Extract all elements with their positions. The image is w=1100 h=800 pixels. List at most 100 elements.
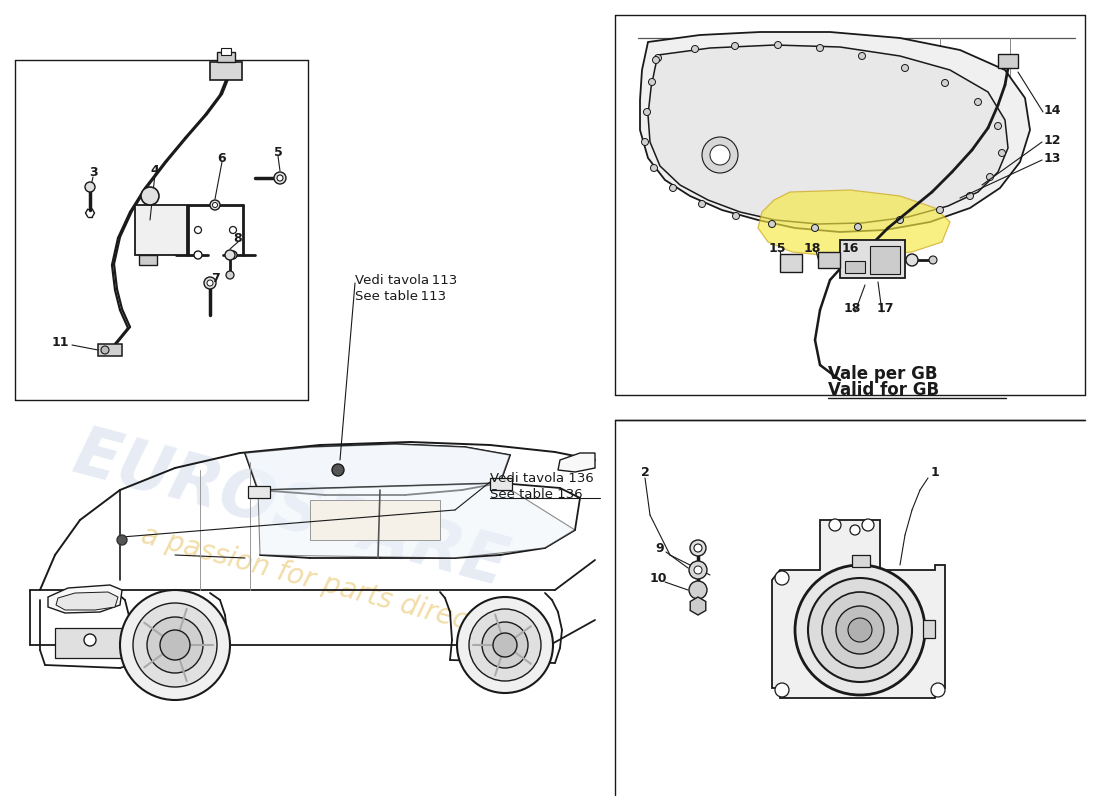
Circle shape <box>133 603 217 687</box>
Text: a passion for parts direct: a passion for parts direct <box>139 522 482 638</box>
Circle shape <box>808 578 912 682</box>
Circle shape <box>774 42 781 49</box>
Bar <box>55 628 140 658</box>
Circle shape <box>769 221 776 227</box>
Circle shape <box>482 622 528 668</box>
Circle shape <box>710 145 730 165</box>
Text: 5: 5 <box>274 146 283 158</box>
Circle shape <box>670 185 676 191</box>
Circle shape <box>987 174 993 181</box>
Circle shape <box>836 606 884 654</box>
Polygon shape <box>558 453 595 472</box>
Circle shape <box>702 137 738 173</box>
Polygon shape <box>258 483 575 558</box>
Circle shape <box>855 223 861 230</box>
Circle shape <box>930 256 937 264</box>
Circle shape <box>812 225 818 231</box>
Text: EUROSPARE: EUROSPARE <box>66 420 514 600</box>
Circle shape <box>493 633 517 657</box>
Circle shape <box>226 250 235 260</box>
Circle shape <box>994 122 1001 130</box>
Circle shape <box>194 251 202 259</box>
Circle shape <box>141 187 160 205</box>
Text: 11: 11 <box>52 335 68 349</box>
Bar <box>310 500 440 540</box>
Circle shape <box>230 226 236 234</box>
Text: 18: 18 <box>803 242 821 254</box>
Bar <box>98 344 122 356</box>
Text: 13: 13 <box>1043 151 1060 165</box>
Circle shape <box>694 544 702 552</box>
Text: 16: 16 <box>842 242 859 254</box>
Text: Valid for GB: Valid for GB <box>828 381 939 399</box>
Bar <box>210 62 242 80</box>
Circle shape <box>101 346 109 354</box>
Bar <box>248 486 270 498</box>
Circle shape <box>942 79 948 86</box>
Bar <box>923 620 935 638</box>
Circle shape <box>776 683 789 697</box>
Text: See table 136: See table 136 <box>490 487 583 501</box>
Bar <box>818 252 840 268</box>
Circle shape <box>274 172 286 184</box>
Bar <box>840 240 905 278</box>
Circle shape <box>906 254 918 266</box>
Bar <box>135 205 187 255</box>
Circle shape <box>229 251 236 259</box>
Circle shape <box>975 98 981 106</box>
Circle shape <box>654 54 661 62</box>
Circle shape <box>644 109 650 115</box>
Text: 3: 3 <box>89 166 97 179</box>
Circle shape <box>689 581 707 599</box>
Circle shape <box>652 57 660 63</box>
Bar <box>780 254 802 272</box>
Bar <box>845 261 865 273</box>
Circle shape <box>641 138 649 146</box>
Bar <box>139 255 157 265</box>
Circle shape <box>147 617 204 673</box>
Circle shape <box>795 565 925 695</box>
Circle shape <box>936 206 944 214</box>
Circle shape <box>332 464 344 476</box>
Bar <box>852 555 870 567</box>
Text: Vale per GB: Vale per GB <box>828 365 937 383</box>
Polygon shape <box>245 444 510 490</box>
Bar <box>217 52 235 62</box>
Circle shape <box>733 213 739 219</box>
Polygon shape <box>690 597 706 615</box>
Circle shape <box>902 65 909 71</box>
Circle shape <box>732 42 738 50</box>
Text: 12: 12 <box>1043 134 1060 146</box>
Circle shape <box>226 271 234 279</box>
Text: Vedi tavola 136: Vedi tavola 136 <box>490 471 594 485</box>
Circle shape <box>829 519 842 531</box>
Text: 18: 18 <box>844 302 860 314</box>
Text: Vedi tavola 113: Vedi tavola 113 <box>355 274 458 286</box>
Circle shape <box>117 535 126 545</box>
Bar <box>870 246 900 274</box>
Circle shape <box>858 53 866 59</box>
Polygon shape <box>648 45 1008 224</box>
Circle shape <box>212 202 218 207</box>
Polygon shape <box>772 520 945 698</box>
Polygon shape <box>48 585 122 613</box>
Circle shape <box>999 150 1005 157</box>
Circle shape <box>456 597 553 693</box>
Circle shape <box>195 226 201 234</box>
Text: 14: 14 <box>1043 103 1060 117</box>
Text: 9: 9 <box>656 542 664 554</box>
Text: See table 113: See table 113 <box>355 290 447 302</box>
Polygon shape <box>758 190 950 256</box>
Text: 6: 6 <box>218 151 227 165</box>
Bar <box>490 478 512 490</box>
Text: 7: 7 <box>210 271 219 285</box>
Circle shape <box>967 193 974 199</box>
Circle shape <box>204 277 216 289</box>
Bar <box>998 54 1018 68</box>
Circle shape <box>84 634 96 646</box>
Circle shape <box>690 540 706 556</box>
Circle shape <box>160 630 190 660</box>
Polygon shape <box>640 32 1030 232</box>
Text: 15: 15 <box>768 242 785 254</box>
Circle shape <box>694 566 702 574</box>
